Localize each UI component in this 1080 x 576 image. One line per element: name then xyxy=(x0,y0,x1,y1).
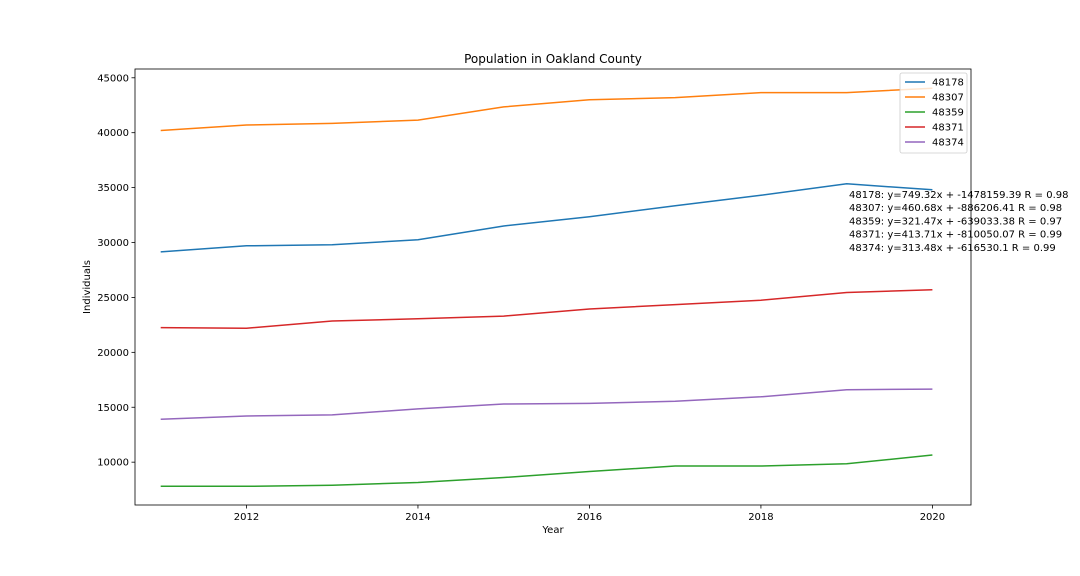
y-tick-label: 10000 xyxy=(97,458,129,469)
y-axis-title: Individuals xyxy=(82,260,93,314)
regression-annotations: 48178: y=749.32x + -1478159.39 R = 0.98 4… xyxy=(849,190,1068,254)
x-tick-label: 2018 xyxy=(748,512,773,523)
chart-title: Population in Oakland County xyxy=(464,52,642,66)
regression-annotation: 48359: y=321.47x + -639033.38 R = 0.97 xyxy=(849,216,1062,227)
legend-label-48374: 48374 xyxy=(932,138,964,149)
regression-annotation: 48374: y=313.48x + -616530.1 R = 0.99 xyxy=(849,243,1056,254)
x-tick-label: 2016 xyxy=(577,512,602,523)
y-tick-label: 35000 xyxy=(97,183,129,194)
series-line-48307 xyxy=(160,87,933,132)
series-line-48374 xyxy=(160,388,933,421)
legend-box xyxy=(899,72,968,154)
y-tick-label: 15000 xyxy=(97,403,129,414)
legend: 48178 48307 48359 48371 48374 xyxy=(899,72,968,154)
legend-label-48307: 48307 xyxy=(932,93,964,104)
legend-label-48371: 48371 xyxy=(932,123,964,134)
series-line-48178 xyxy=(160,183,933,253)
regression-annotation: 48371: y=413.71x + -810050.07 R = 0.99 xyxy=(849,230,1062,241)
x-axis-title: Year xyxy=(541,525,564,536)
regression-annotation: 48178: y=749.32x + -1478159.39 R = 0.98 xyxy=(849,190,1068,201)
legend-label-48359: 48359 xyxy=(932,108,964,119)
series-line-48371 xyxy=(160,288,933,329)
x-tick-label: 2014 xyxy=(405,512,430,523)
y-tick-label: 45000 xyxy=(97,73,129,84)
x-tick-label: 2020 xyxy=(920,512,945,523)
y-tick-label: 25000 xyxy=(97,293,129,304)
y-tick-label: 20000 xyxy=(97,348,129,359)
regression-annotation: 48307: y=460.68x + -886206.41 R = 0.98 xyxy=(849,203,1062,214)
y-tick-label: 30000 xyxy=(97,238,129,249)
x-axis-ticks: 2012 2014 2016 2018 2020 xyxy=(234,505,945,523)
plot-frame xyxy=(134,68,972,506)
y-axis-ticks: 10000 15000 20000 25000 30000 35000 40000 45000 xyxy=(97,73,135,469)
x-tick-label: 2012 xyxy=(234,512,259,523)
plot-layer xyxy=(160,87,933,488)
y-tick-label: 40000 xyxy=(97,128,129,139)
series-line-48359 xyxy=(160,454,933,488)
legend-label-48178: 48178 xyxy=(932,78,964,89)
